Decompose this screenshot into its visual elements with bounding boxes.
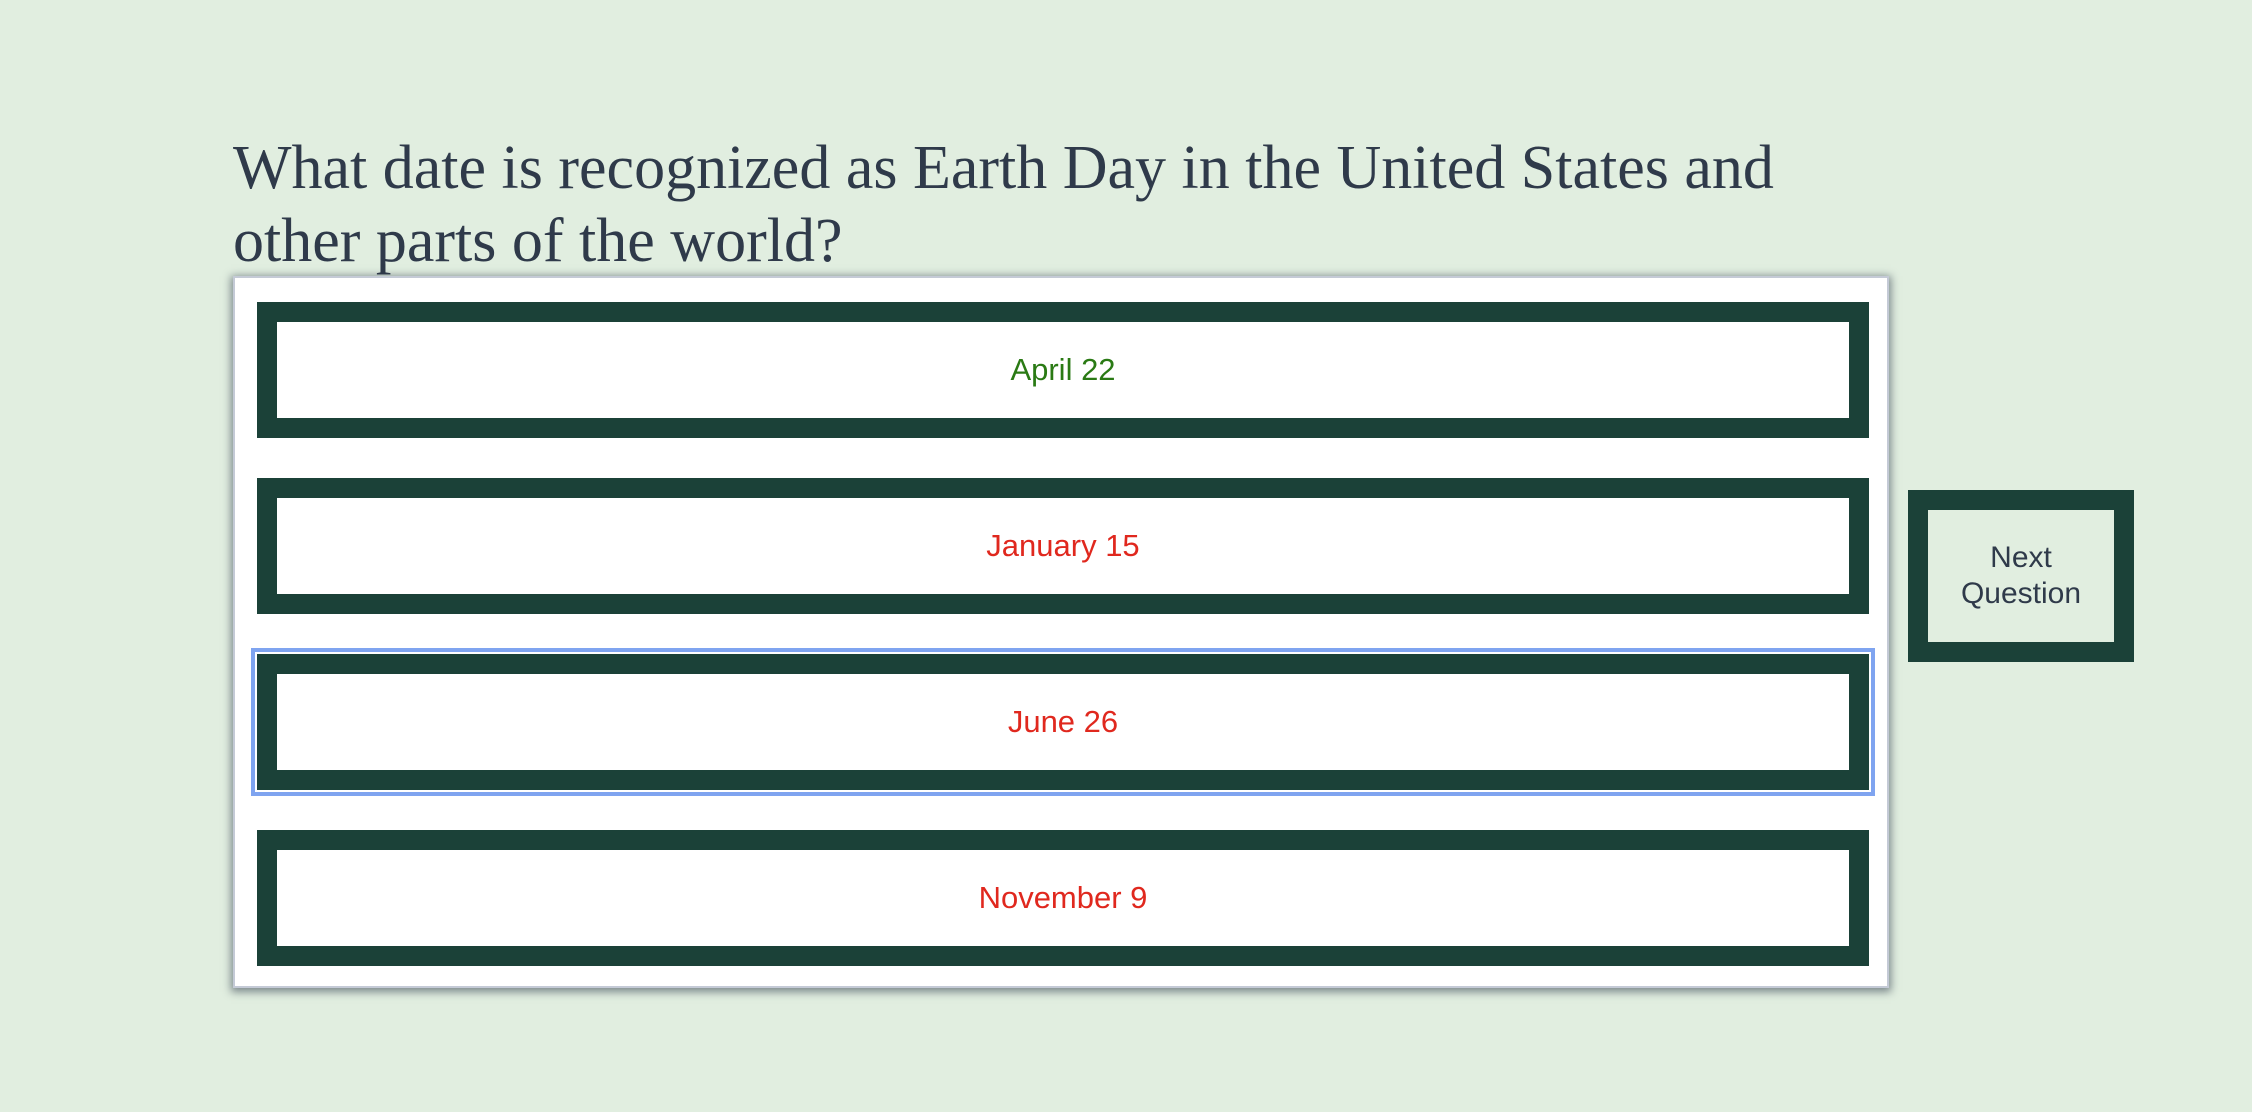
question-text: What date is recognized as Earth Day in …: [233, 134, 1774, 275]
next-question-button[interactable]: Next Question: [1908, 490, 2134, 662]
answers-panel: April 22 January 15 June 26 November 9: [233, 276, 1889, 988]
answer-option-4[interactable]: November 9: [257, 830, 1869, 966]
answer-option-2[interactable]: January 15: [257, 478, 1869, 614]
answer-option-1[interactable]: April 22: [257, 302, 1869, 438]
answer-option-3[interactable]: June 26: [251, 648, 1875, 796]
